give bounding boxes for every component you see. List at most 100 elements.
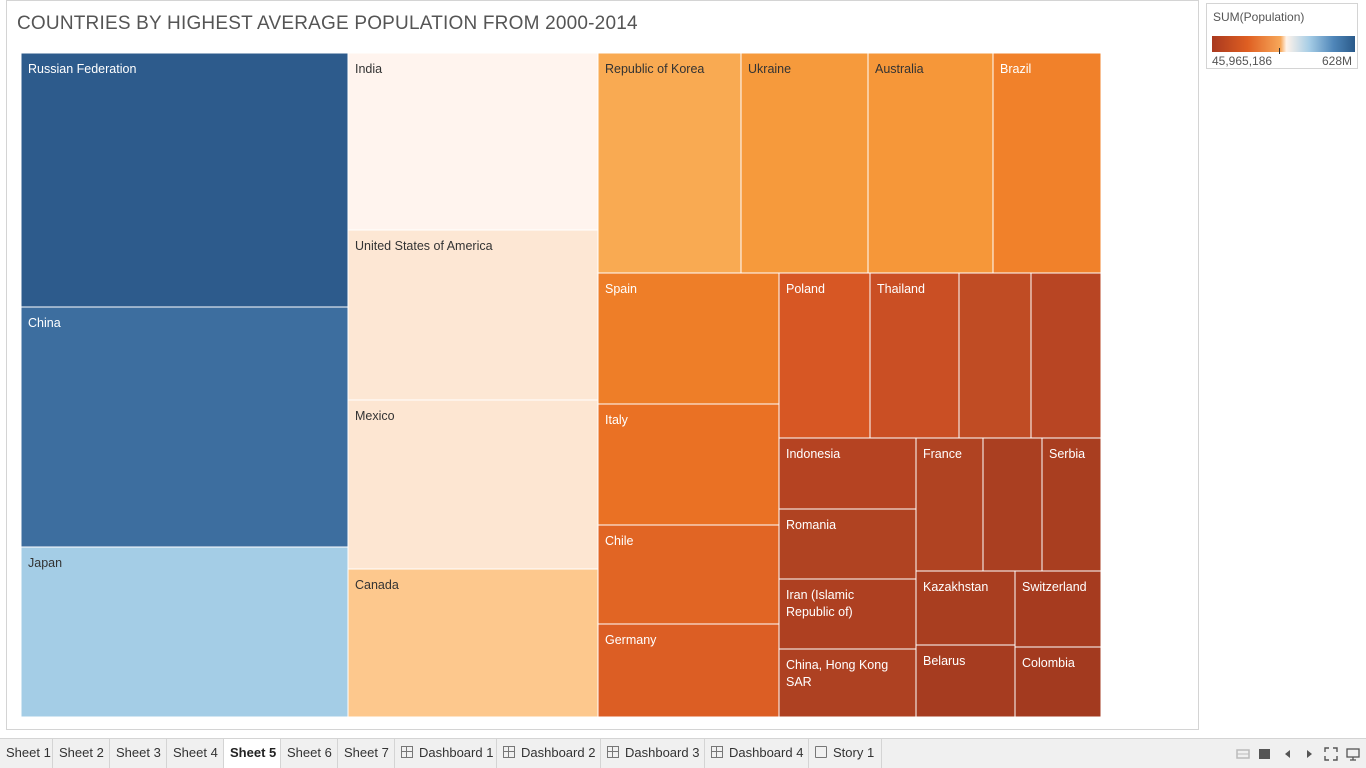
- treemap-cell-australia[interactable]: Australia: [867, 52, 994, 274]
- treemap-cell-rect: [992, 52, 1102, 274]
- treemap-cell-label: China, Hong Kong SAR: [786, 658, 888, 689]
- tab-label: Dashboard 2: [521, 745, 596, 760]
- treemap-cell-label: Belarus: [923, 654, 965, 668]
- tab-dashboard-1[interactable]: Dashboard 1: [395, 739, 497, 768]
- tab-label: Dashboard 4: [729, 745, 804, 760]
- tab-sheet-1[interactable]: Sheet 1: [0, 739, 53, 768]
- filmstrip-icon[interactable]: [1258, 747, 1272, 761]
- legend-center-tick: [1279, 48, 1280, 54]
- treemap-cell-rect: [20, 52, 349, 308]
- treemap-cell-rect: [597, 52, 742, 274]
- treemap-cell-thailand[interactable]: Thailand: [869, 272, 960, 439]
- treemap-cell-colombia[interactable]: Colombia: [1014, 646, 1102, 718]
- treemap-cell-belarus[interactable]: Belarus: [915, 644, 1016, 718]
- tab-sheet-4[interactable]: Sheet 4: [167, 739, 224, 768]
- treemap-cell-rect: [867, 52, 994, 274]
- fullscreen-icon[interactable]: [1324, 747, 1338, 761]
- treemap-cell-unlabeled-14[interactable]: [958, 272, 1032, 439]
- treemap-cell-india[interactable]: India: [347, 52, 599, 231]
- treemap-cell-russian-federation[interactable]: Russian Federation: [20, 52, 349, 308]
- treemap-cell-label: Colombia: [1022, 656, 1075, 670]
- tab-label: Sheet 1: [6, 745, 51, 760]
- tab-label: Sheet 4: [173, 745, 218, 760]
- legend-color-ramp: [1212, 36, 1355, 52]
- show-sheets-icon[interactable]: [1236, 747, 1250, 761]
- treemap-cell-label: France: [923, 447, 962, 461]
- treemap-cell-rect: [740, 52, 869, 274]
- treemap-cell-united-states-of-america[interactable]: United States of America: [347, 229, 599, 401]
- tab-label: Sheet 3: [116, 745, 161, 760]
- treemap-cell-label: Mexico: [355, 409, 395, 423]
- treemap-cell-canada[interactable]: Canada: [347, 568, 599, 718]
- tab-sheet-5[interactable]: Sheet 5: [224, 739, 281, 768]
- tab-sheet-2[interactable]: Sheet 2: [53, 739, 110, 768]
- next-sheet-icon[interactable]: [1302, 747, 1316, 761]
- treemap-cell-unlabeled-19[interactable]: [982, 437, 1043, 572]
- tab-dashboard-4[interactable]: Dashboard 4: [705, 739, 809, 768]
- treemap-cell-label: Poland: [786, 282, 825, 296]
- tab-label: Dashboard 3: [625, 745, 700, 760]
- treemap-cell-rect: [982, 437, 1043, 572]
- treemap-cell-label: Chile: [605, 534, 634, 548]
- tab-dashboard-3[interactable]: Dashboard 3: [601, 739, 705, 768]
- tab-dashboard-2[interactable]: Dashboard 2: [497, 739, 601, 768]
- treemap-cell-rect: [347, 399, 599, 570]
- story-icon: [815, 746, 827, 758]
- treemap-cell-romania[interactable]: Romania: [778, 508, 917, 580]
- tab-story-1[interactable]: Story 1: [809, 739, 882, 768]
- treemap-cell-label: Germany: [605, 633, 657, 647]
- presentation-icon[interactable]: [1346, 747, 1360, 761]
- treemap-cell-germany[interactable]: Germany: [597, 623, 780, 718]
- treemap-cell-ukraine[interactable]: Ukraine: [740, 52, 869, 274]
- treemap-cell-brazil[interactable]: Brazil: [992, 52, 1102, 274]
- tab-sheet-6[interactable]: Sheet 6: [281, 739, 338, 768]
- tab-label: Story 1: [833, 745, 875, 760]
- color-legend[interactable]: SUM(Population) 45,965,186 628M: [1206, 3, 1358, 69]
- treemap-cell-japan[interactable]: Japan: [20, 546, 349, 718]
- treemap-cell-rect: [347, 229, 599, 401]
- treemap-cell-indonesia[interactable]: Indonesia: [778, 437, 917, 510]
- treemap-cell-spain[interactable]: Spain: [597, 272, 780, 405]
- treemap-cell-italy[interactable]: Italy: [597, 403, 780, 526]
- treemap-cell-rect: [20, 546, 349, 718]
- treemap-cell-label: Canada: [355, 578, 399, 592]
- treemap-cell-label: Ukraine: [748, 62, 791, 76]
- chart-title: COUNTRIES BY HIGHEST AVERAGE POPULATION …: [17, 13, 638, 34]
- treemap-cell-iran-islamic-republic-of[interactable]: Iran (Islamic Republic of): [778, 578, 917, 650]
- tab-label: Dashboard 1: [419, 745, 494, 760]
- treemap-cell-switzerland[interactable]: Switzerland: [1014, 570, 1102, 648]
- tab-label: Sheet 5: [230, 745, 277, 760]
- treemap-cell-chile[interactable]: Chile: [597, 524, 780, 625]
- treemap-cell-republic-of-korea[interactable]: Republic of Korea: [597, 52, 742, 274]
- treemap-cell-label: Australia: [875, 62, 924, 76]
- treemap-cell-serbia[interactable]: Serbia: [1041, 437, 1102, 572]
- dashboard-icon: [711, 746, 723, 758]
- treemap-cell-label: Iran (Islamic Republic of): [786, 588, 854, 619]
- treemap-cell-kazakhstan[interactable]: Kazakhstan: [915, 570, 1016, 646]
- legend-max-label: 628M: [1321, 54, 1352, 68]
- treemap-cell-rect: [915, 644, 1016, 718]
- treemap-cell-unlabeled-15[interactable]: [1030, 272, 1102, 439]
- treemap-cell-label: United States of America: [355, 239, 493, 253]
- treemap-cell-china-hong-kong-sar[interactable]: China, Hong Kong SAR: [778, 648, 917, 718]
- treemap-cell-poland[interactable]: Poland: [778, 272, 871, 439]
- treemap-cell-france[interactable]: France: [915, 437, 984, 572]
- treemap-cell-mexico[interactable]: Mexico: [347, 399, 599, 570]
- treemap-cell-rect: [778, 648, 917, 718]
- treemap-cell-rect: [597, 623, 780, 718]
- treemap-cell-label: Romania: [786, 518, 836, 532]
- treemap-cell-label: Brazil: [1000, 62, 1031, 76]
- treemap-cell-rect: [20, 306, 349, 548]
- prev-sheet-icon[interactable]: [1281, 747, 1295, 761]
- treemap-cell-label: Switzerland: [1022, 580, 1087, 594]
- tab-sheet-3[interactable]: Sheet 3: [110, 739, 167, 768]
- treemap-cell-china[interactable]: China: [20, 306, 349, 548]
- treemap-cell-label: Indonesia: [786, 447, 840, 461]
- treemap-cell-rect: [1014, 646, 1102, 718]
- tab-sheet-7[interactable]: Sheet 7: [338, 739, 395, 768]
- treemap-cell-label: Thailand: [877, 282, 925, 296]
- dashboard-icon: [503, 746, 515, 758]
- treemap-cell-label: China: [28, 316, 61, 330]
- treemap-cell-label: Kazakhstan: [923, 580, 988, 594]
